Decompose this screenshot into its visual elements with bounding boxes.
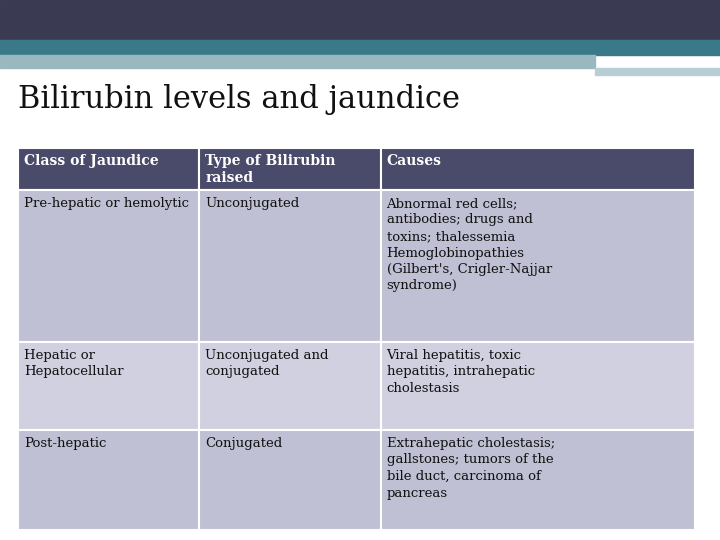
Text: Post-hepatic: Post-hepatic xyxy=(24,437,107,450)
Text: Conjugated: Conjugated xyxy=(205,437,282,450)
Text: Abnormal red cells;
antibodies; drugs and
toxins; thalessemia
Hemoglobinopathies: Abnormal red cells; antibodies; drugs an… xyxy=(387,197,552,293)
Text: Pre-hepatic or hemolytic: Pre-hepatic or hemolytic xyxy=(24,197,189,210)
Text: Class of Jaundice: Class of Jaundice xyxy=(24,154,158,168)
Bar xyxy=(381,190,696,342)
Text: Viral hepatitis, toxic
hepatitis, intrahepatic
cholestasis: Viral hepatitis, toxic hepatitis, intrah… xyxy=(387,349,535,395)
Text: Extrahepatic cholestasis;
gallstones; tumors of the
bile duct, carcinoma of
panc: Extrahepatic cholestasis; gallstones; tu… xyxy=(387,437,555,500)
Bar xyxy=(381,430,696,530)
Text: Causes: Causes xyxy=(387,154,441,168)
Text: Unconjugated: Unconjugated xyxy=(205,197,300,210)
Bar xyxy=(199,342,381,430)
Bar xyxy=(381,148,696,190)
Text: Hepatic or
Hepatocellular: Hepatic or Hepatocellular xyxy=(24,349,124,379)
Bar xyxy=(18,430,199,530)
Text: Type of Bilirubin
raised: Type of Bilirubin raised xyxy=(205,154,336,185)
Text: Bilirubin levels and jaundice: Bilirubin levels and jaundice xyxy=(18,84,460,115)
Bar xyxy=(18,342,199,430)
Text: Unconjugated and
conjugated: Unconjugated and conjugated xyxy=(205,349,329,379)
Bar xyxy=(18,148,199,190)
Bar xyxy=(18,190,199,342)
Bar xyxy=(199,190,381,342)
Bar xyxy=(381,342,696,430)
Bar xyxy=(199,148,381,190)
Bar xyxy=(199,430,381,530)
